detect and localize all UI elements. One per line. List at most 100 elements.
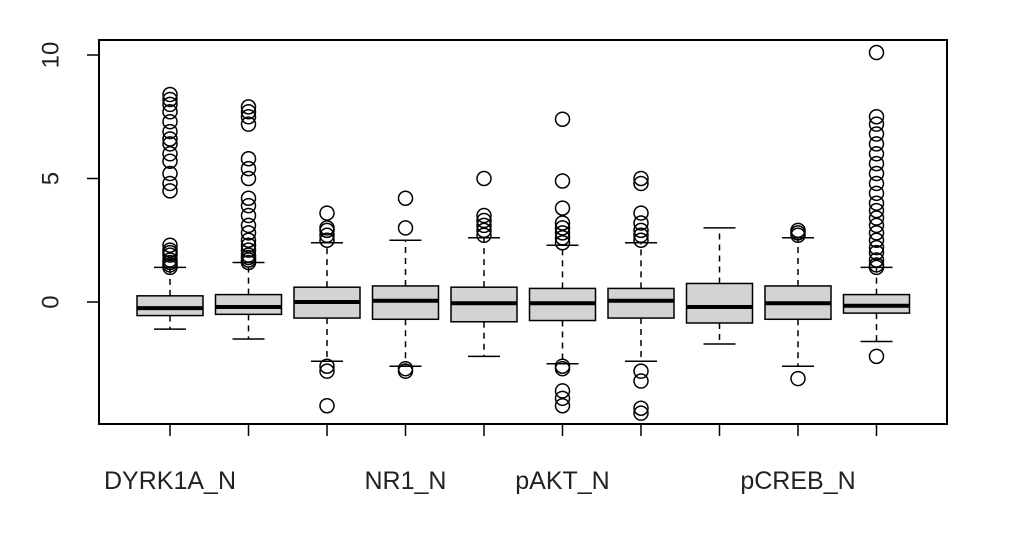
- outlier-point: [240, 109, 257, 125]
- outlier-point: [240, 104, 257, 120]
- outlier-point: [554, 220, 571, 236]
- outlier-point: [554, 230, 571, 246]
- outlier-point: [162, 146, 178, 162]
- outlier-point: [633, 363, 649, 379]
- outlier-point: [319, 397, 335, 414]
- outlier-point: [240, 170, 257, 187]
- outlier-point: [554, 111, 571, 127]
- outlier-point: [868, 116, 885, 132]
- outlier-point: [554, 397, 571, 414]
- y-axis: 0 5 10: [37, 42, 99, 309]
- outlier-point: [633, 232, 649, 248]
- outlier-point: [397, 220, 414, 236]
- outlier-point: [319, 205, 335, 221]
- outlier-point: [397, 190, 414, 207]
- outlier-point: [633, 175, 649, 192]
- outlier-point: [790, 222, 806, 239]
- x-axis: DYRK1A_N NR1_N pAKT_N pCREB_N: [104, 424, 878, 495]
- outlier-point: [319, 227, 335, 244]
- outlier-point: [868, 225, 885, 241]
- outlier-point: [554, 390, 571, 407]
- y-tick-label: 5: [37, 172, 64, 185]
- outlier-point: [790, 370, 806, 387]
- outlier-point: [868, 239, 885, 256]
- outlier-point: [868, 136, 885, 152]
- outlier-point: [868, 44, 885, 61]
- outlier-point: [868, 165, 885, 182]
- outlier-point: [240, 150, 257, 167]
- outlier-point: [240, 190, 257, 207]
- outlier-point: [162, 104, 178, 120]
- outlier-point: [240, 225, 257, 241]
- outlier-point: [554, 360, 571, 377]
- outlier-point: [633, 205, 649, 221]
- outlier-point: [162, 131, 178, 147]
- outlier-point: [162, 242, 178, 258]
- outlier-point: [162, 165, 178, 182]
- outlier-point: [240, 197, 257, 214]
- y-tick-label: 0: [37, 295, 64, 308]
- outlier-point: [162, 96, 178, 113]
- outlier-point: [240, 242, 257, 258]
- box-5: [450, 170, 518, 358]
- outlier-point: [162, 123, 178, 140]
- outlier-point: [240, 217, 257, 234]
- box-10: [842, 44, 911, 365]
- outlier-point: [868, 155, 885, 172]
- outlier-point: [240, 247, 257, 263]
- outlier-point: [633, 405, 649, 421]
- box-3: [293, 205, 361, 414]
- outlier-point: [868, 109, 885, 125]
- outlier-point: [319, 363, 335, 379]
- outlier-point: [476, 222, 492, 239]
- x-tick-label: NR1_N: [365, 467, 447, 495]
- outlier-point: [240, 160, 257, 177]
- outlier-point: [319, 358, 335, 374]
- outlier-point: [868, 252, 885, 268]
- outlier-point: [554, 215, 571, 231]
- outlier-point: [633, 215, 649, 231]
- outlier-point: [476, 170, 492, 187]
- outlier-point: [868, 195, 885, 211]
- outlier-point: [240, 237, 257, 253]
- outlier-point: [476, 227, 492, 244]
- iqr-box: [136, 295, 204, 317]
- outlier-point: [319, 232, 335, 248]
- outlier-point: [633, 227, 649, 244]
- outlier-point: [554, 200, 571, 216]
- x-tick-label: pAKT_N: [515, 467, 609, 495]
- outlier-point: [240, 99, 257, 115]
- outlier-point: [240, 232, 257, 248]
- outlier-point: [633, 170, 649, 187]
- outlier-point: [162, 175, 178, 192]
- outlier-point: [868, 202, 885, 219]
- outlier-point: [868, 126, 885, 142]
- outlier-point: [162, 113, 178, 130]
- outlier-point: [476, 207, 492, 224]
- outlier-point: [319, 220, 335, 236]
- outlier-point: [162, 183, 178, 199]
- outlier-point: [554, 383, 571, 399]
- outlier-point: [868, 348, 885, 365]
- outlier-point: [476, 217, 492, 234]
- outlier-point: [868, 175, 885, 192]
- outlier-point: [554, 225, 571, 241]
- x-tick-label: pCREB_N: [740, 467, 855, 495]
- box-7: [607, 170, 675, 421]
- outlier-point: [868, 257, 885, 273]
- iqr-box: [214, 293, 283, 316]
- outlier-point: [162, 136, 178, 152]
- outlier-point: [868, 217, 885, 234]
- outlier-point: [476, 212, 492, 229]
- outlier-point: [162, 91, 178, 108]
- outlier-point: [868, 232, 885, 248]
- box-6: [528, 111, 597, 414]
- box-2: [214, 99, 283, 340]
- outlier-point: [868, 185, 885, 202]
- plot-frame: [98, 39, 948, 425]
- outlier-point: [162, 86, 178, 103]
- outlier-point: [554, 234, 571, 251]
- y-tick-label: 10: [37, 42, 64, 69]
- outlier-point: [633, 373, 649, 389]
